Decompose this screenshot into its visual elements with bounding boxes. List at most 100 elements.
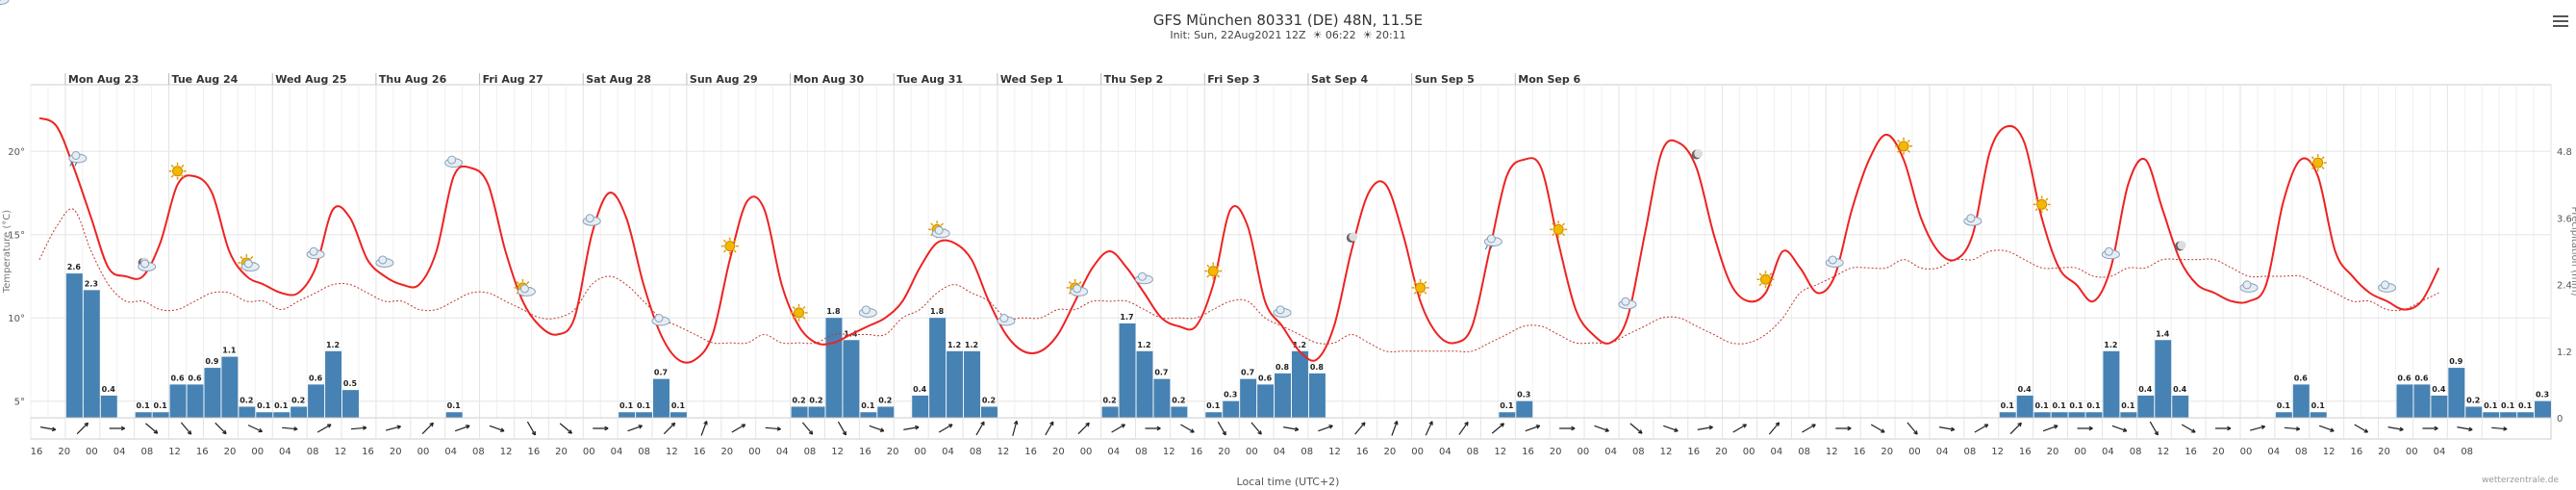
cloud-icon xyxy=(0,0,10,5)
wind-arrow xyxy=(1594,425,1609,432)
hour-label: 08 xyxy=(804,447,817,457)
left-axis-tick: 20° xyxy=(8,147,25,158)
hour-label: 04 xyxy=(942,447,954,457)
wind-arrow xyxy=(282,426,298,430)
hour-label: 16 xyxy=(527,447,540,457)
precip-label: 1.2 xyxy=(965,341,978,349)
wind-arrow xyxy=(2042,425,2058,432)
wind-arrow xyxy=(1732,424,1747,433)
hour-label: 00 xyxy=(1908,447,1921,457)
sun-icon xyxy=(168,162,187,180)
wind-arrow-head xyxy=(1328,425,1333,429)
precip-bar xyxy=(1119,322,1136,418)
day-label: Sat Sep 4 xyxy=(1311,73,1369,86)
cloud-icon xyxy=(651,314,670,326)
wind-arrow xyxy=(700,421,708,436)
precip-bar xyxy=(83,290,100,418)
wind-arrow xyxy=(1974,424,1989,433)
wind-arrow xyxy=(2354,424,2368,433)
right-axis-tick: 3.6 xyxy=(2557,214,2572,224)
precip-label: 0.1 xyxy=(2121,401,2135,410)
wind-arrow-head xyxy=(293,426,298,431)
wind-arrow-head xyxy=(2399,426,2404,432)
right-axis-tick: 4.8 xyxy=(2557,147,2572,158)
precip-label: 0.1 xyxy=(2086,401,2101,410)
day-label: Wed Aug 25 xyxy=(275,73,346,86)
hour-label: 16 xyxy=(2350,447,2362,457)
left-axis-tick: 5° xyxy=(14,398,25,408)
sun-icon xyxy=(1204,262,1223,280)
wind-arrow xyxy=(180,422,192,435)
precip-bar xyxy=(1516,400,1533,418)
precip-label: 0.1 xyxy=(2277,401,2291,410)
wind-arrow xyxy=(2181,424,2196,433)
precip-bar xyxy=(2292,384,2310,418)
hour-label: 12 xyxy=(168,447,181,457)
rain-cloud-icon xyxy=(1483,234,1503,250)
wind-arrow-head xyxy=(1428,421,1433,426)
precip-label: 0.1 xyxy=(2069,401,2084,410)
hour-label: 00 xyxy=(251,447,264,457)
wind-arrow xyxy=(247,425,263,432)
hour-label: 20 xyxy=(1218,447,1230,457)
hour-label: 16 xyxy=(1024,447,1037,457)
wind-arrow xyxy=(765,426,781,430)
wind-arrow xyxy=(1045,421,1054,436)
wind-arrow xyxy=(421,422,434,435)
wind-arrow-head xyxy=(2295,426,2301,431)
wind-arrow xyxy=(1354,422,1366,435)
right-axis-tick: 2.4 xyxy=(2557,281,2572,292)
precip-bar xyxy=(2033,412,2051,418)
precip-bar xyxy=(860,412,877,418)
wind-arrow xyxy=(2387,426,2404,430)
left-axis-title: Temperature (°C) xyxy=(2,210,13,294)
hour-label: 16 xyxy=(1356,447,1369,457)
left-axis-tick: 15° xyxy=(8,231,25,242)
wind-arrow xyxy=(2491,426,2508,430)
precip-label: 1.2 xyxy=(326,341,340,349)
wind-arrow-head xyxy=(1881,428,1885,433)
precip-bar xyxy=(65,273,83,418)
menu-icon[interactable] xyxy=(2553,15,2568,30)
wind-arrow xyxy=(1250,422,1262,435)
precip-label: 0.1 xyxy=(1500,401,1514,410)
precip-label: 0.1 xyxy=(1206,401,1221,410)
precip-label: 0.1 xyxy=(619,401,634,410)
day-label: Sat Aug 28 xyxy=(586,73,651,86)
wind-arrow-head xyxy=(1049,421,1054,426)
sun-icon xyxy=(2033,195,2051,214)
precip-bar xyxy=(1999,412,2016,418)
precip-bar xyxy=(1171,406,1188,418)
precip-bar xyxy=(2137,395,2155,418)
sun-icon xyxy=(1550,220,1568,239)
day-label: Sun Aug 29 xyxy=(690,73,758,86)
day-label: Fri Sep 3 xyxy=(1207,73,1260,86)
wind-arrow xyxy=(1180,424,1195,433)
wind-arrow-head xyxy=(1013,420,1019,426)
wind-arrow xyxy=(76,422,88,435)
precip-bar xyxy=(2275,412,2292,418)
precip-label: 0.1 xyxy=(257,401,271,410)
precip-bar xyxy=(2535,400,2551,418)
precip-bar xyxy=(2016,395,2033,418)
hour-label: 00 xyxy=(417,447,430,457)
cloud-icon xyxy=(2239,280,2259,293)
precip-bar xyxy=(1101,406,1119,418)
hour-label: 00 xyxy=(748,447,761,457)
cloud-icon xyxy=(1963,214,1983,226)
cloud-icon xyxy=(858,305,877,318)
temperature-line xyxy=(38,116,2440,364)
precip-label: 0.1 xyxy=(2501,401,2515,410)
hour-label: 04 xyxy=(444,447,457,457)
precip-label: 0.4 xyxy=(102,385,116,394)
wind-arrow-head xyxy=(2503,426,2508,431)
sun-cloud-icon xyxy=(928,220,950,239)
wind-arrow xyxy=(39,426,56,430)
wind-arrow xyxy=(1217,421,1226,436)
wind-arrow-head xyxy=(2088,426,2093,431)
wind-arrow-head xyxy=(1638,429,1643,434)
hour-label: 04 xyxy=(1107,447,1120,457)
wind-arrow xyxy=(2149,421,2159,436)
precip-bar xyxy=(877,406,895,418)
precip-bar xyxy=(808,406,825,418)
